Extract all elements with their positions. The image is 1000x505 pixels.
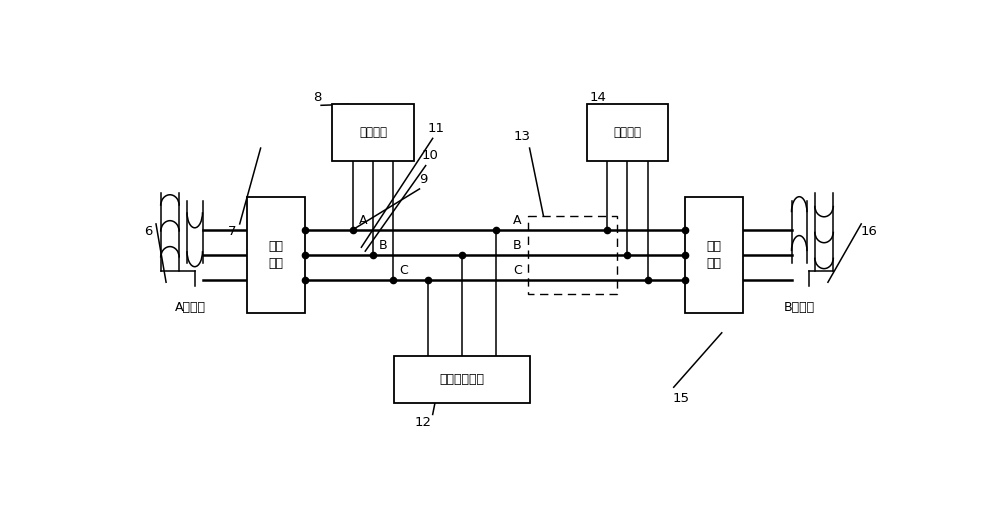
Text: 7: 7	[228, 225, 236, 238]
Text: 13: 13	[513, 130, 530, 143]
Text: 6: 6	[144, 225, 152, 238]
Text: 16: 16	[861, 225, 877, 238]
FancyBboxPatch shape	[332, 105, 414, 161]
Text: 9: 9	[419, 173, 428, 186]
Text: 11: 11	[428, 122, 445, 135]
Text: B: B	[513, 239, 522, 252]
FancyBboxPatch shape	[394, 356, 530, 403]
Text: C: C	[400, 264, 408, 277]
Text: B变电站: B变电站	[784, 301, 815, 314]
Text: 短接装置: 短接装置	[359, 126, 387, 139]
FancyBboxPatch shape	[587, 105, 668, 161]
Text: 隔离
装置: 隔离 装置	[269, 240, 284, 270]
FancyBboxPatch shape	[247, 196, 305, 313]
Text: 12: 12	[415, 416, 432, 429]
Text: A: A	[359, 214, 367, 227]
Text: 14: 14	[589, 91, 606, 104]
Text: 隔离
装置: 隔离 装置	[706, 240, 722, 270]
Text: A: A	[513, 214, 522, 227]
Text: 10: 10	[421, 149, 438, 163]
Text: A变电站: A变电站	[175, 301, 206, 314]
FancyBboxPatch shape	[685, 196, 743, 313]
Text: C: C	[513, 264, 522, 277]
Text: 短接装置: 短接装置	[613, 126, 641, 139]
Text: 15: 15	[673, 392, 690, 406]
Text: 融冰接入部件: 融冰接入部件	[440, 373, 485, 386]
Text: 8: 8	[313, 91, 321, 104]
Bar	[528, 216, 617, 294]
Text: B: B	[379, 239, 388, 252]
